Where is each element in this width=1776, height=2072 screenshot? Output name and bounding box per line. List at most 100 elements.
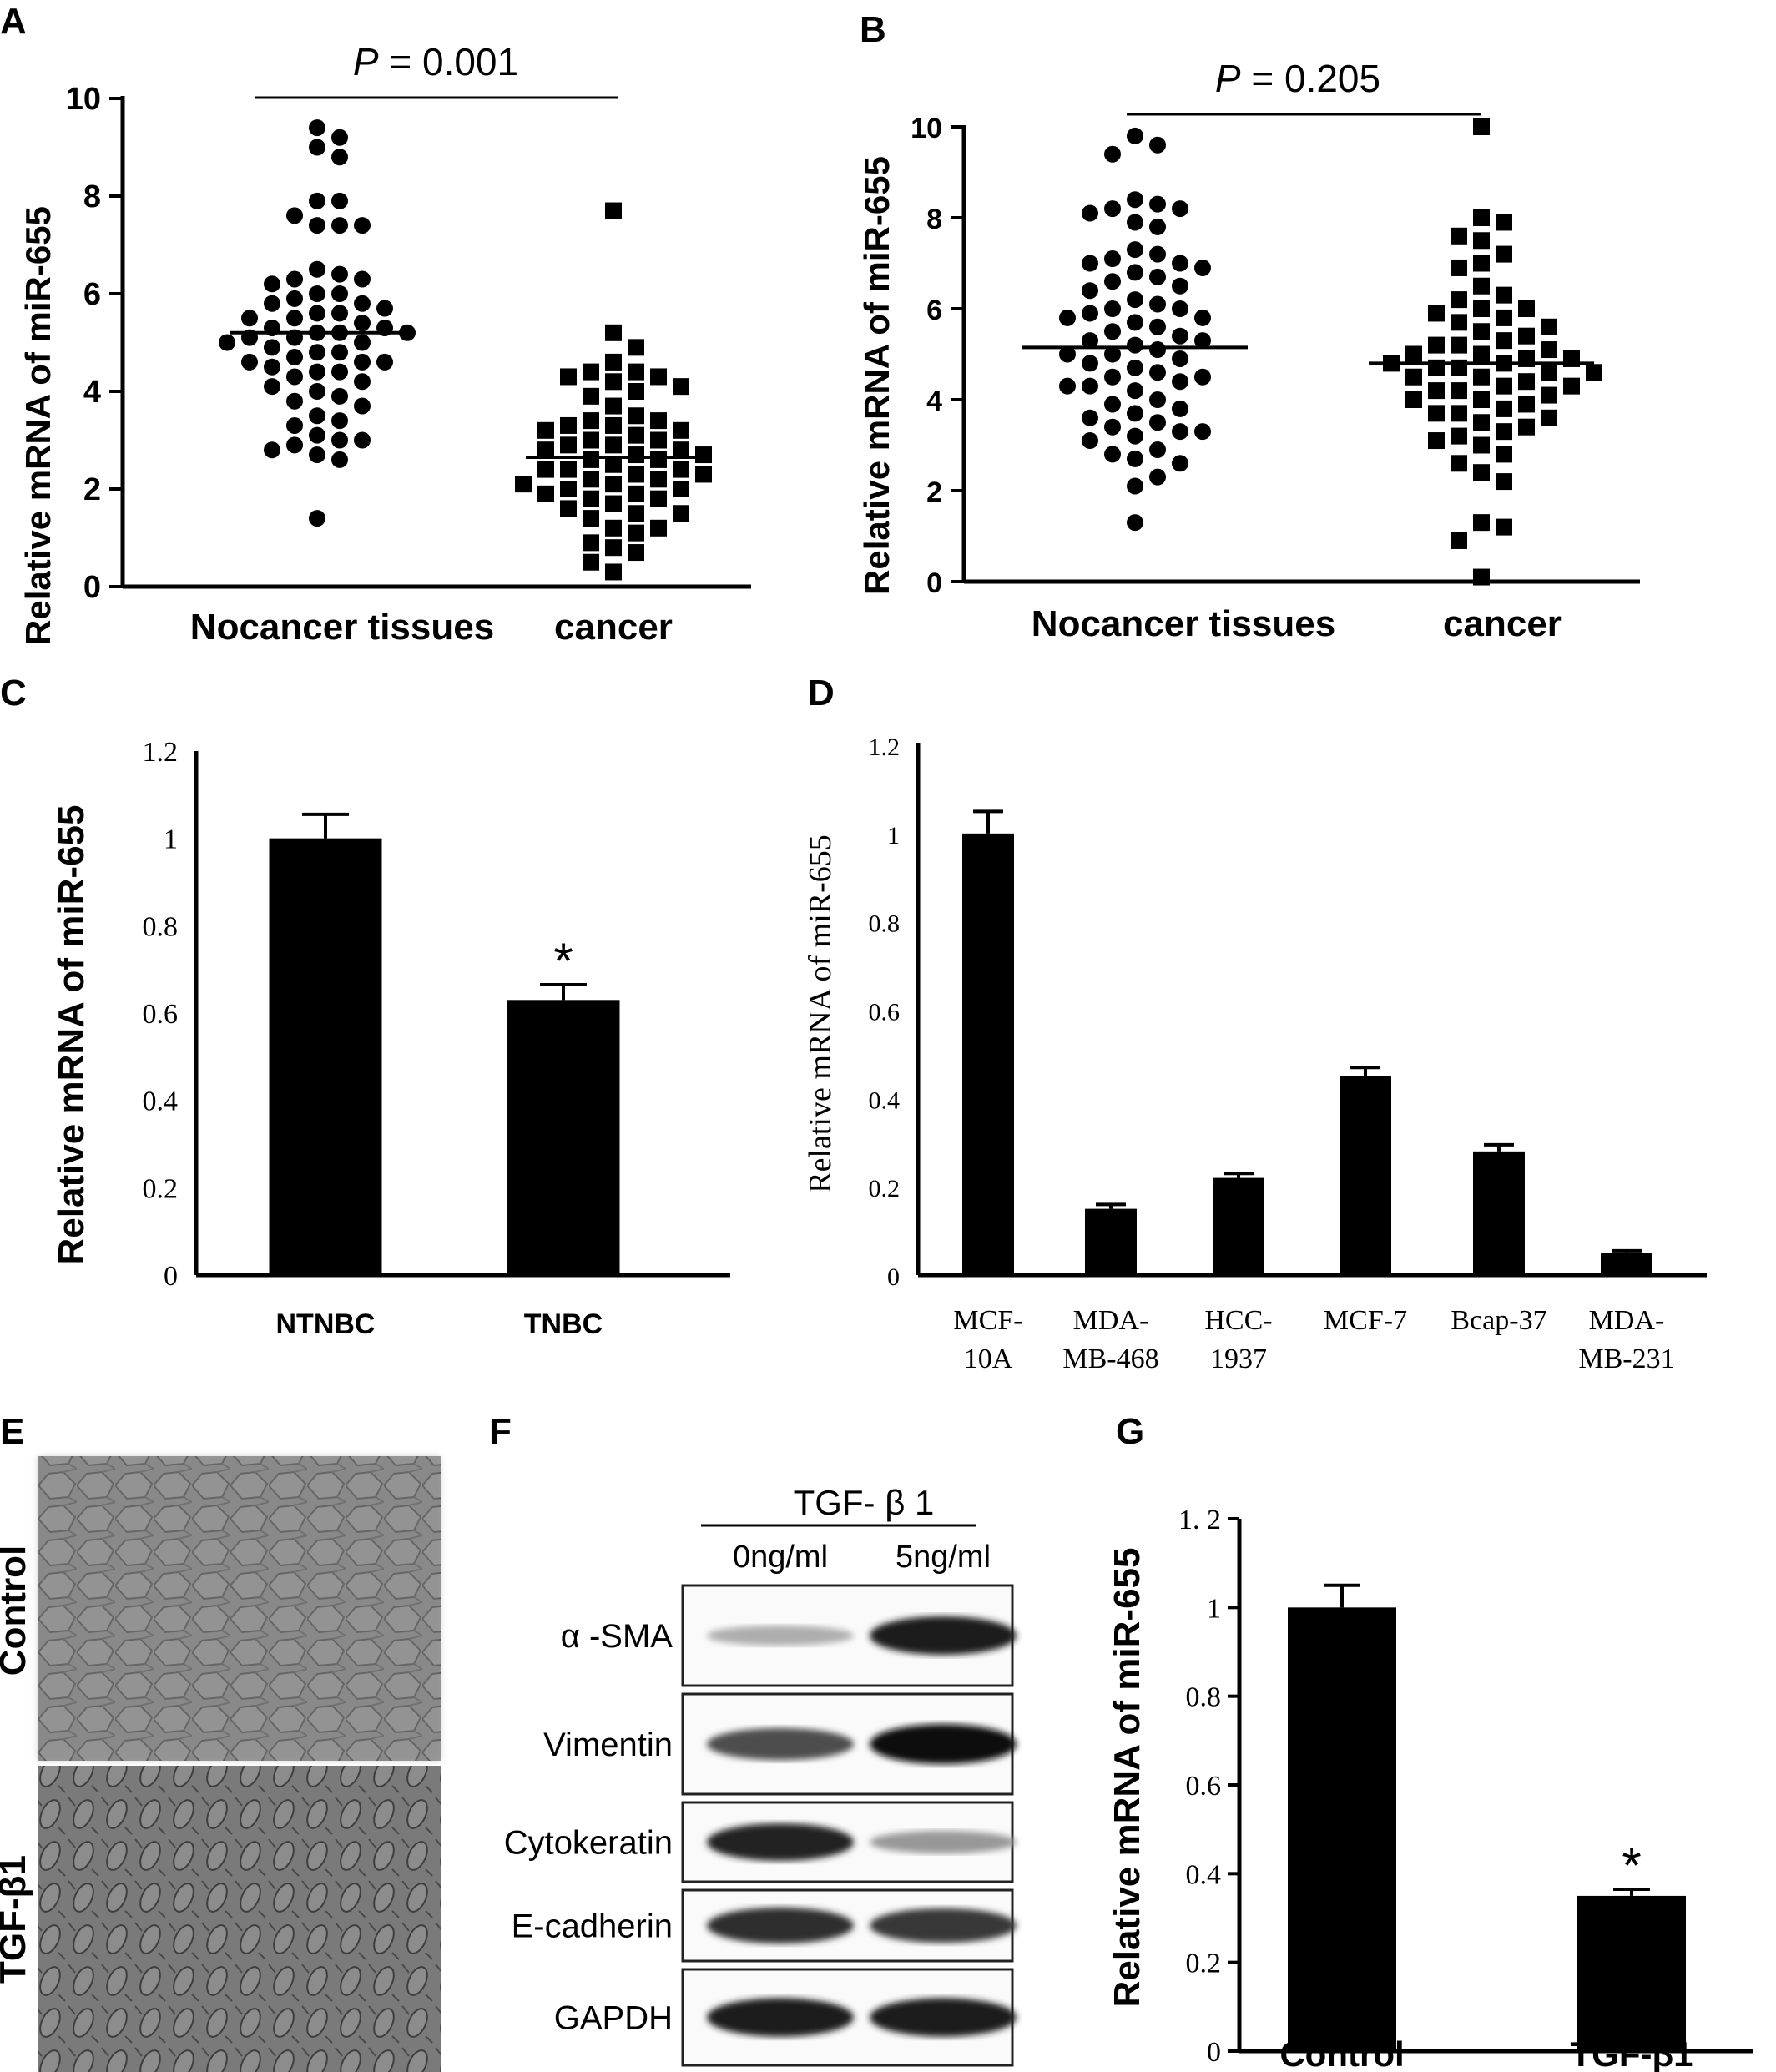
- y-tick-label: 6: [926, 295, 942, 326]
- data-point: [219, 334, 235, 351]
- category-label: TGF-β1: [1571, 2034, 1693, 2072]
- data-point: [1172, 455, 1188, 472]
- data-point: [1496, 214, 1512, 231]
- data-point: [1149, 468, 1166, 486]
- data-point: [331, 305, 348, 322]
- data-point: [650, 490, 667, 507]
- data-point: [1104, 200, 1121, 218]
- data-point: [309, 285, 325, 302]
- blot-protein-label: Vimentin: [543, 1727, 673, 1763]
- bar: [269, 838, 382, 1275]
- chart-c-ylabel: Relative mRNA of miR-655: [51, 805, 92, 1265]
- category-label: HCC-: [1204, 1305, 1272, 1336]
- data-point: [560, 481, 577, 497]
- data-point: [1194, 309, 1211, 326]
- data-point: [1473, 300, 1490, 317]
- data-point: [286, 392, 303, 410]
- chart-c: Relative mRNA of miR-655 0 0.2 0.4 0.6 0.8 1 1…: [51, 737, 730, 1340]
- y-tick-label: 10: [66, 82, 101, 117]
- data-point: [1104, 145, 1121, 163]
- data-point: [583, 553, 599, 571]
- data-point: [1149, 195, 1166, 213]
- data-point: [1451, 427, 1467, 445]
- data-point: [1104, 345, 1121, 363]
- y-tick-label: 0.6: [869, 999, 901, 1026]
- category-label: 10A: [964, 1344, 1013, 1374]
- y-tick-label: 0.6: [1186, 1771, 1222, 1802]
- chart-b-ylabel: Relative mRNA of miR-655: [857, 156, 896, 595]
- micrograph-label-control: Control: [0, 1545, 33, 1676]
- chart-a-category-label: cancer: [554, 607, 673, 648]
- data-point: [1082, 282, 1098, 300]
- blot-band: [707, 1727, 854, 1761]
- data-point: [1104, 323, 1121, 340]
- category-label: MB-468: [1062, 1344, 1158, 1374]
- data-point: [1194, 368, 1211, 386]
- blot-dose-label: 0ng/ml: [733, 1540, 828, 1575]
- data-point: [628, 544, 644, 562]
- chart-d: Relative mRNA of miR-655 0 0.2 0.4 0.6 0.8 1 1…: [803, 734, 1707, 1374]
- data-point: [605, 436, 622, 454]
- data-point: [1518, 327, 1535, 345]
- significance-mark: *: [1622, 1838, 1641, 1893]
- data-point: [1405, 391, 1422, 408]
- panel-letter-b: B: [860, 9, 886, 50]
- data-point: [1541, 341, 1557, 359]
- blot-treatment-label: TGF- β 1: [794, 1483, 935, 1522]
- blot-band: [707, 1626, 854, 1646]
- data-point: [1586, 364, 1602, 381]
- data-point: [1473, 277, 1490, 295]
- data-point: [1127, 214, 1143, 231]
- data-point: [1104, 273, 1121, 290]
- data-point: [1149, 268, 1166, 285]
- y-tick-label: 0.2: [1186, 1948, 1222, 1979]
- bar: [1288, 1607, 1396, 2051]
- y-tick-label: 0.4: [869, 1086, 901, 1114]
- data-point: [1405, 368, 1422, 386]
- data-point: [309, 119, 325, 137]
- chart-a-category-label: Nocancer tissues: [190, 607, 494, 648]
- data-point: [1496, 446, 1512, 463]
- data-point: [1473, 368, 1490, 386]
- data-point: [1496, 309, 1512, 326]
- category-label: MDA-: [1589, 1305, 1665, 1336]
- data-point: [1541, 386, 1557, 404]
- data-point: [628, 446, 644, 464]
- blot-band: [707, 1907, 854, 1944]
- data-point: [1127, 477, 1143, 495]
- bar: [1601, 1253, 1652, 1275]
- data-point: [583, 451, 599, 468]
- data-point: [1059, 377, 1076, 395]
- data-point: [583, 471, 599, 488]
- y-tick-label: 4: [926, 386, 942, 417]
- bar: [1085, 1208, 1137, 1275]
- data-point: [1496, 473, 1512, 491]
- data-point: [1451, 455, 1467, 472]
- data-point: [628, 339, 644, 356]
- data-point: [241, 310, 258, 327]
- y-tick-label: 0: [926, 567, 942, 599]
- data-point: [331, 192, 348, 209]
- data-point: [264, 441, 280, 459]
- y-tick-label: 1.2: [869, 734, 901, 761]
- data-point: [1172, 327, 1188, 345]
- data-point: [1518, 300, 1535, 317]
- data-point: [605, 373, 622, 391]
- data-point: [331, 431, 348, 449]
- data-point: [264, 378, 280, 396]
- data-point: [309, 344, 325, 361]
- data-point: [1451, 227, 1467, 245]
- blot-band: [707, 1823, 854, 1861]
- y-tick-label: 8: [83, 179, 101, 214]
- data-point: [286, 349, 303, 366]
- data-point: [1518, 373, 1535, 391]
- category-label: MDA-: [1073, 1305, 1149, 1336]
- data-point: [1127, 427, 1143, 445]
- data-point: [1172, 255, 1188, 272]
- data-point: [1127, 336, 1143, 354]
- data-point: [1473, 414, 1490, 431]
- data-point: [560, 368, 577, 386]
- data-point: [605, 563, 622, 581]
- data-point: [1082, 305, 1098, 322]
- data-point: [354, 217, 371, 234]
